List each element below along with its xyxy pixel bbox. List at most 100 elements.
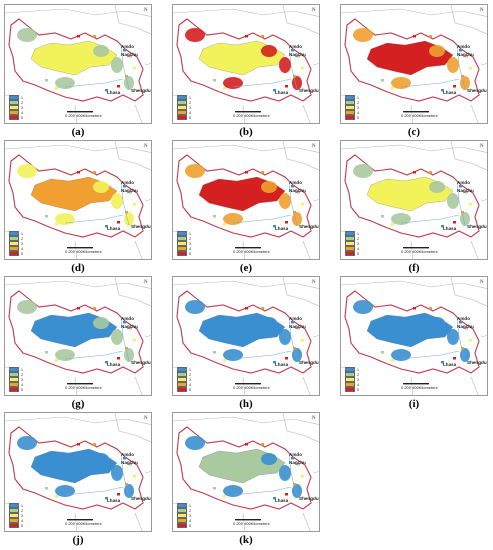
legend-entry: 5 — [177, 522, 195, 529]
north-arrow-icon: N — [480, 280, 484, 285]
grid-cell — [465, 191, 468, 194]
legend-label: 2 — [189, 236, 191, 241]
grid-cell — [93, 35, 96, 38]
panel-caption: (j) — [72, 534, 84, 546]
legend-swatch — [177, 522, 187, 529]
place-label-nagchu: Nagchu — [121, 460, 138, 465]
place-label-lhasa: Lhasa — [107, 362, 121, 367]
legend-entry: 5 — [177, 386, 195, 393]
place-label-nagchu: Nagchu — [289, 324, 306, 329]
map-panel: Amdo Nagchu Lhasa Shengdu 0 200 400Kilometer… — [4, 140, 152, 274]
grid-cell — [301, 475, 304, 478]
accent-patch — [391, 349, 411, 361]
map-canvas — [341, 277, 487, 395]
place-label-shengdu: Shengdu — [299, 224, 319, 229]
place-label-shengdu: Shengdu — [131, 496, 151, 501]
grid-cell — [469, 203, 472, 206]
scale-bar — [403, 111, 429, 113]
panel-caption: (b) — [239, 126, 253, 138]
legend-swatch — [177, 250, 187, 257]
accent-patch — [353, 300, 373, 314]
place-label-nagchu: Nagchu — [289, 52, 306, 57]
rivers — [232, 180, 298, 226]
grid-cell — [45, 79, 48, 82]
grid-cell — [45, 215, 48, 218]
grid-cell — [301, 67, 304, 70]
map-canvas — [5, 5, 151, 123]
map-canvas — [173, 141, 319, 259]
accent-patch — [93, 453, 109, 465]
country-boundaries — [5, 5, 151, 123]
accent-patch — [93, 181, 109, 193]
legend-entry: 5 — [9, 522, 27, 529]
legend-entry: 5 — [177, 114, 195, 121]
panel-caption: (h) — [239, 398, 253, 410]
legend-label: 4 — [357, 246, 359, 251]
grid-cell — [285, 221, 288, 224]
grid-cell — [213, 215, 216, 218]
map-frame: Amdo Nagchu Lhasa Shengdu 0 200 400Kilometer… — [4, 4, 152, 124]
map-panel: Amdo Nagchu Lhasa Shengdu 0 200 400Kilometer… — [4, 412, 152, 546]
accent-patch — [17, 28, 37, 42]
place-label-lhasa: Lhasa — [275, 90, 289, 95]
grid-cell — [413, 35, 416, 38]
grid-cell — [453, 221, 456, 224]
country-boundaries — [341, 5, 487, 123]
grid-cell — [285, 357, 288, 360]
map-canvas — [5, 141, 151, 259]
accent-patch — [429, 181, 445, 193]
grid-cell — [291, 321, 294, 324]
grid-cell — [293, 211, 296, 214]
place-label-shengdu: Shengdu — [299, 88, 319, 93]
grid-cell — [261, 171, 264, 174]
grid-cell — [55, 359, 58, 362]
accent-patch — [93, 45, 109, 57]
grid-cell — [391, 359, 394, 362]
grid-cell — [285, 493, 288, 496]
accent-patch — [17, 164, 37, 178]
legend-label: 3 — [21, 377, 23, 382]
grid-cell — [381, 215, 384, 218]
grid-cell — [133, 203, 136, 206]
rivers — [232, 316, 298, 362]
place-label-amdo: Amdo — [457, 44, 471, 49]
grid-cell — [245, 171, 248, 174]
country-boundaries — [173, 141, 319, 259]
grid-cell — [441, 89, 444, 92]
place-label-lhasa: Lhasa — [107, 498, 121, 503]
place-label-amdo: Amdo — [121, 180, 135, 185]
north-arrow-icon: N — [480, 144, 484, 149]
panel-caption: (e) — [239, 262, 253, 274]
legend-label: 5 — [357, 251, 359, 256]
place-label-nagchu: Nagchu — [457, 52, 474, 57]
grid-cell — [223, 359, 226, 362]
place-label-nagchu: Nagchu — [457, 324, 474, 329]
grid-cell — [133, 475, 136, 478]
scale-label: 0 200 400Kilometers — [65, 385, 102, 390]
grid-cell — [45, 351, 48, 354]
scale-label: 0 200 400Kilometers — [65, 113, 102, 118]
place-label-lhasa: Lhasa — [107, 90, 121, 95]
map-frame: Amdo Nagchu Lhasa Shengdu 0 200 400Kilometer… — [4, 276, 152, 396]
map-panel: Amdo Nagchu Lhasa Shengdu 0 200 400Kilometer… — [340, 140, 488, 274]
legend-label: 1 — [189, 231, 191, 236]
legend-label: 2 — [189, 372, 191, 377]
accent-patch — [55, 77, 75, 89]
legend-label: 2 — [21, 372, 23, 377]
grid-cell — [261, 35, 264, 38]
grid-cell — [273, 89, 276, 92]
map-panel: Amdo Nagchu Lhasa Shengdu 0 200 400Kilometer… — [172, 4, 320, 138]
legend-label: 2 — [357, 372, 359, 377]
grid-cell — [213, 487, 216, 490]
map-panel: Amdo Nagchu Lhasa Shengdu 0 200 400Kilometer… — [4, 276, 152, 410]
accent-patch — [55, 349, 75, 361]
grid-cell — [391, 87, 394, 90]
north-arrow-icon: N — [312, 8, 316, 13]
legend-label: 2 — [357, 236, 359, 241]
grid-cell — [93, 307, 96, 310]
